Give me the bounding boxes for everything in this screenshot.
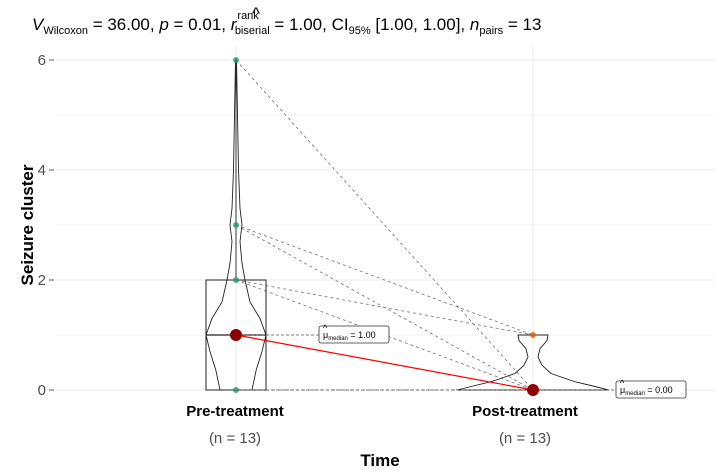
y-tick-label: 2 xyxy=(38,272,46,289)
median-label-post-box xyxy=(615,380,687,399)
point-post xyxy=(530,332,536,338)
x-axis-title: Time xyxy=(360,451,399,470)
y-axis-ticks: 0 2 4 6 xyxy=(38,52,54,399)
paired-line xyxy=(235,279,534,336)
y-tick-label: 0 xyxy=(38,382,46,399)
median-point-post xyxy=(527,384,539,396)
median-label-post-hat: ^ xyxy=(620,378,625,388)
y-axis-title: Seizure cluster xyxy=(18,164,37,285)
x-category-post: Post-treatment xyxy=(472,403,578,420)
point-pre xyxy=(233,57,239,63)
median-connect-line xyxy=(235,334,534,391)
median-label-pre-box xyxy=(318,325,390,344)
title-r-hat: ^ xyxy=(252,4,260,23)
median-layer xyxy=(230,329,616,396)
median-label-pre-text: μmedian = 1.00 xyxy=(323,330,376,342)
x-n-post: (n = 13) xyxy=(499,430,551,447)
x-n-pre: (n = 13) xyxy=(209,430,261,447)
point-pre xyxy=(233,277,239,283)
paired-line xyxy=(235,224,534,336)
median-label-pre: μmedian = 1.00 ^ xyxy=(318,323,390,344)
median-label-post: μmedian = 0.00 ^ xyxy=(615,378,687,399)
median-label-pre-hat: ^ xyxy=(323,323,328,333)
median-point-pre xyxy=(230,329,242,341)
x-category-pre: Pre-treatment xyxy=(186,403,284,420)
y-tick-label: 4 xyxy=(38,162,46,179)
median-label-post-text: μmedian = 0.00 xyxy=(620,385,673,397)
chart-title: VWilcoxon = 36.00, p = 0.01, rrank biseri… xyxy=(32,10,541,37)
y-tick-label: 6 xyxy=(38,52,46,69)
paired-line xyxy=(235,59,534,391)
point-pre xyxy=(233,222,239,228)
